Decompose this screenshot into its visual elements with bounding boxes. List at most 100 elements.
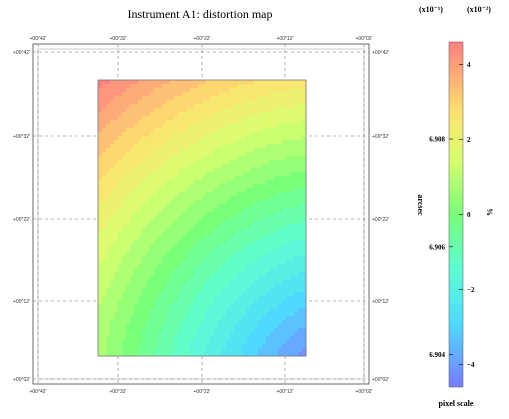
field-cell — [254, 136, 259, 141]
field-cell — [194, 308, 199, 313]
field-cell — [298, 92, 303, 97]
field-cell — [170, 188, 175, 193]
field-cell — [242, 196, 247, 201]
field-cell — [122, 156, 127, 161]
field-cell — [162, 328, 167, 333]
field-cell — [174, 340, 179, 345]
field-cell — [270, 164, 275, 169]
field-cell — [130, 140, 135, 145]
field-cell — [170, 104, 175, 109]
field-cell — [226, 136, 231, 141]
field-cell — [290, 140, 295, 145]
field-cell — [294, 184, 299, 189]
field-cell — [158, 328, 163, 333]
field-cell — [254, 200, 259, 205]
field-cell — [102, 140, 107, 145]
field-cell — [182, 248, 187, 253]
field-cell — [162, 316, 167, 321]
field-cell — [114, 352, 119, 357]
field-cell — [258, 164, 263, 169]
field-cell — [194, 236, 199, 241]
field-cell — [142, 224, 147, 229]
field-cell — [182, 208, 187, 213]
field-cell — [182, 268, 187, 273]
field-cell — [126, 116, 131, 121]
field-cell — [234, 136, 239, 141]
field-cell — [302, 320, 307, 325]
field-cell — [110, 96, 115, 101]
field-cell — [174, 352, 179, 357]
field-cell — [114, 80, 119, 85]
field-cell — [166, 292, 171, 297]
field-cell — [118, 168, 123, 173]
tick-label: +00°42' — [30, 389, 47, 395]
field-cell — [98, 144, 103, 149]
field-cell — [134, 152, 139, 157]
field-cell — [226, 300, 231, 305]
field-cell — [198, 344, 203, 349]
field-cell — [258, 244, 263, 249]
field-cell — [218, 216, 223, 221]
field-cell — [242, 288, 247, 293]
field-cell — [230, 304, 235, 309]
field-cell — [286, 116, 291, 121]
field-cell — [146, 340, 151, 345]
field-cell — [142, 248, 147, 253]
field-cell — [154, 140, 159, 145]
field-cell — [170, 160, 175, 165]
field-cell — [110, 244, 115, 249]
field-cell — [222, 320, 227, 325]
field-cell — [150, 100, 155, 105]
field-cell — [234, 288, 239, 293]
field-cell — [150, 328, 155, 333]
field-cell — [250, 228, 255, 233]
field-cell — [294, 200, 299, 205]
field-cell — [110, 184, 115, 189]
field-cell — [278, 152, 283, 157]
field-cell — [178, 300, 183, 305]
field-cell — [162, 96, 167, 101]
field-cell — [238, 172, 243, 177]
field-cell — [238, 120, 243, 125]
field-cell — [262, 136, 267, 141]
field-cell — [258, 132, 263, 137]
field-cell — [98, 236, 103, 241]
field-cell — [250, 252, 255, 257]
field-cell — [146, 248, 151, 253]
field-cell — [230, 296, 235, 301]
field-cell — [226, 352, 231, 357]
field-cell — [222, 352, 227, 357]
field-cell — [126, 284, 131, 289]
field-cell — [182, 348, 187, 353]
field-cell — [250, 328, 255, 333]
field-cell — [174, 276, 179, 281]
field-cell — [122, 244, 127, 249]
field-cell — [126, 212, 131, 217]
field-cell — [110, 108, 115, 113]
field-cell — [206, 312, 211, 317]
field-cell — [102, 320, 107, 325]
y-tick-labels-left: +00°42'+00°32'+00°22'+00°12'+00°02' — [13, 50, 30, 383]
field-cell — [278, 296, 283, 301]
field-cell — [206, 240, 211, 245]
field-cell — [110, 348, 115, 353]
field-cell — [238, 188, 243, 193]
field-cell — [130, 148, 135, 153]
field-cell — [298, 204, 303, 209]
field-cell — [302, 204, 307, 209]
field-cell — [274, 140, 279, 145]
field-cell — [238, 128, 243, 133]
field-cell — [230, 172, 235, 177]
field-cell — [230, 336, 235, 341]
field-cell — [234, 260, 239, 265]
field-cell — [254, 188, 259, 193]
field-cell — [246, 268, 251, 273]
field-cell — [142, 156, 147, 161]
field-cell — [118, 100, 123, 105]
field-cell — [126, 256, 131, 261]
field-cell — [126, 252, 131, 257]
field-cell — [266, 304, 271, 309]
field-cell — [170, 128, 175, 133]
field-cell — [174, 140, 179, 145]
field-cell — [206, 112, 211, 117]
